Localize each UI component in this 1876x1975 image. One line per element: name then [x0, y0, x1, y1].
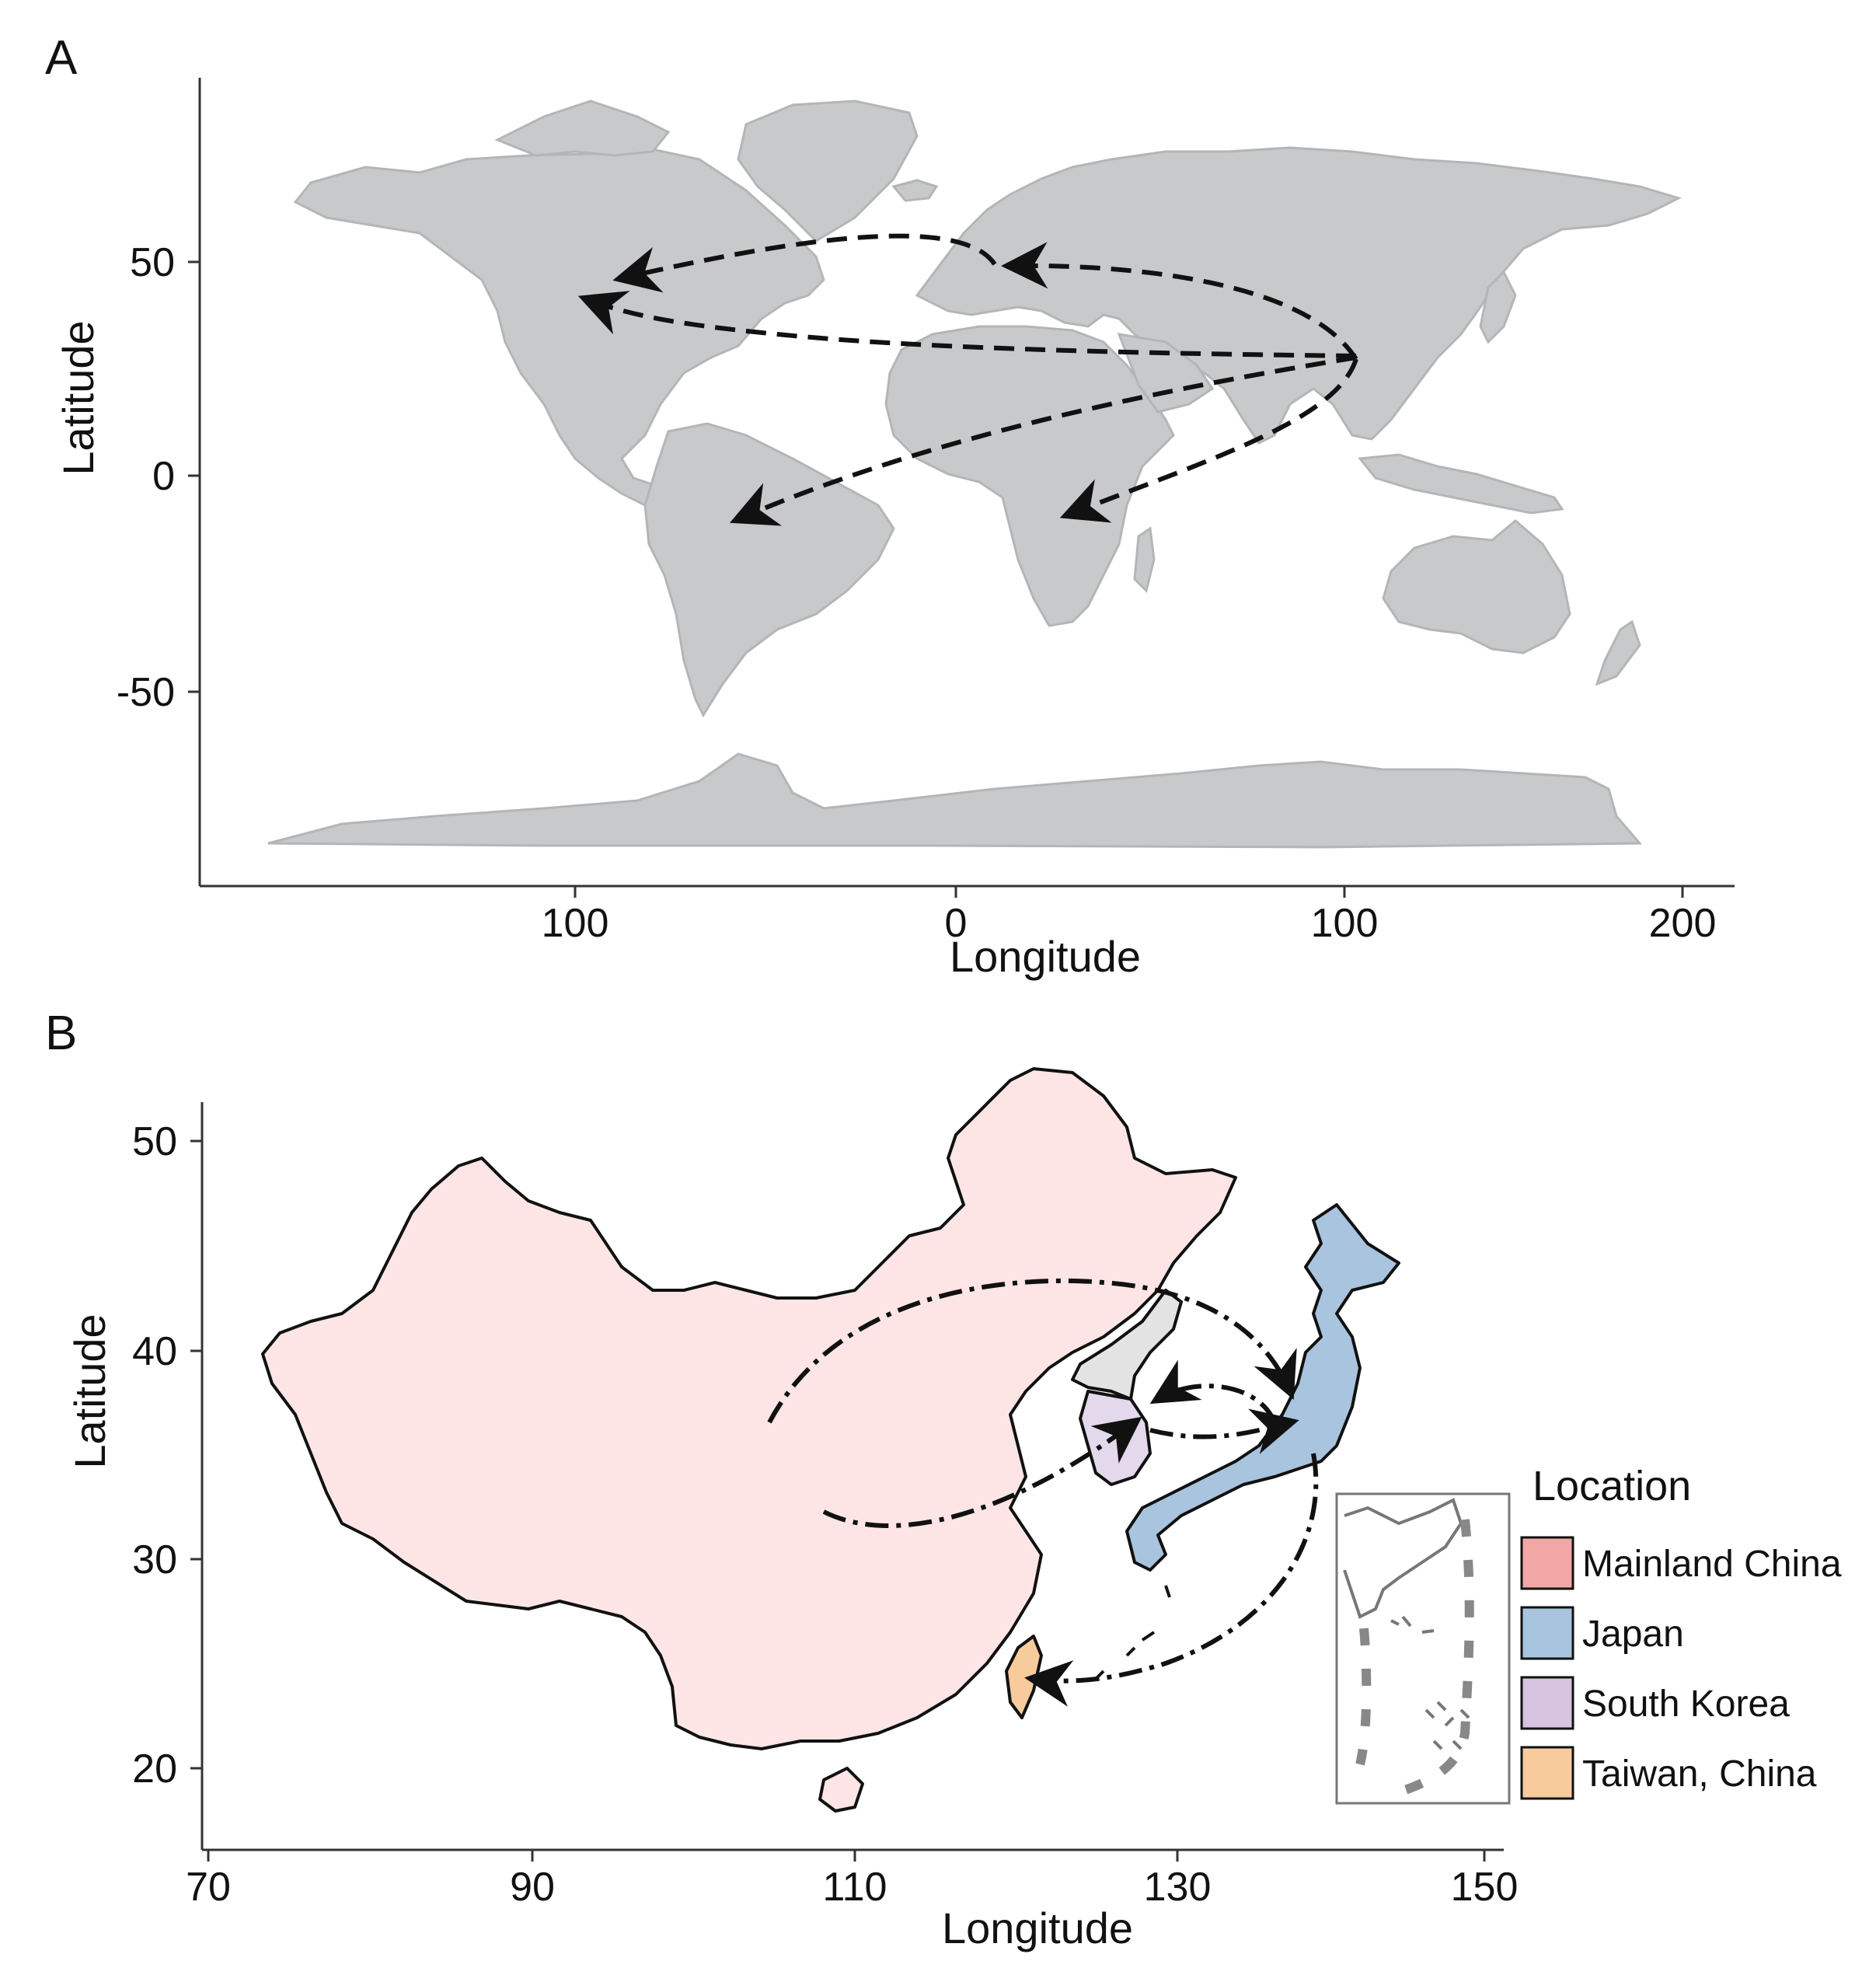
y-tick-label-b: 50 [132, 1119, 177, 1164]
eurasia-landmass [915, 146, 1682, 445]
legend-label: Taiwan, China [1582, 1753, 1817, 1795]
x-ticks-b [207, 1850, 1486, 1862]
route-japan-korea [1149, 1359, 1277, 1424]
ryukyu-islands [1094, 1585, 1171, 1680]
madagascar [1133, 526, 1156, 593]
routes-world [577, 233, 1358, 526]
southeast-asia-islands [1358, 453, 1564, 515]
legend-label: Mainland China [1582, 1544, 1842, 1585]
north-korea-region [1071, 1289, 1183, 1401]
antarctica [267, 752, 1643, 849]
legend-item: Japan [1520, 1606, 1684, 1660]
x-tick-label-b: 150 [1451, 1865, 1519, 1910]
australia [1382, 519, 1571, 654]
y-tick-label-a: 50 [130, 240, 175, 285]
axes-b [201, 1102, 1504, 1851]
x-axis-title-b: Longitude [942, 1903, 1133, 1952]
mainland-china-region [261, 1067, 1237, 1750]
route-korea-japan [1149, 1408, 1299, 1454]
y-tick-label-a: 0 [152, 454, 175, 499]
x-tick-label-a: 0 [945, 901, 968, 946]
inset-map [1335, 1492, 1511, 1805]
legend-swatch-south-korea [1520, 1676, 1574, 1730]
route-china-africa [1059, 358, 1358, 523]
x-tick-label-b: 90 [510, 1865, 555, 1910]
panel-a-letter: A [45, 31, 78, 85]
north-america-landmass [293, 146, 825, 507]
x-tick-label-a: 100 [1311, 901, 1379, 946]
y-tick-label-a: -50 [117, 670, 175, 715]
y-axis-title-b: Latitude [65, 1314, 114, 1468]
y-tick-label-b: 30 [132, 1537, 177, 1582]
x-tick-label-b: 110 [823, 1865, 887, 1910]
panel-b: B [45, 1007, 1842, 1952]
world-land [267, 99, 1682, 849]
route-mainland-japan-north [767, 1278, 1297, 1424]
panel-a: A [45, 31, 1735, 981]
new-zealand [1595, 619, 1641, 686]
legend-swatch-taiwan [1520, 1746, 1574, 1800]
legend-swatch-mainland-china [1520, 1536, 1574, 1590]
panel-b-letter: B [45, 1007, 77, 1060]
hainan-island [818, 1767, 864, 1813]
y-ticks-b [190, 1139, 202, 1770]
inset-dashed-boundary [1355, 1519, 1474, 1800]
x-tick-label-a: 200 [1649, 901, 1717, 946]
greenland [737, 99, 919, 243]
inset-islands [1390, 1615, 1470, 1750]
iceland [891, 179, 939, 202]
japan-islands-world [1479, 270, 1517, 344]
y-tick-label-b: 40 [132, 1329, 177, 1374]
x-axis-title-a: Longitude [950, 932, 1141, 981]
y-axis-title-a: Latitude [54, 320, 103, 475]
legend: Location Mainland China Japan South Kore… [1520, 1463, 1842, 1800]
legend-label: South Korea [1582, 1684, 1790, 1725]
legend-item: South Korea [1520, 1676, 1790, 1730]
africa-landmass [884, 325, 1175, 627]
x-tick-label-b: 70 [186, 1865, 231, 1910]
route-europe-north-america [612, 233, 997, 293]
axes-a [198, 78, 1735, 888]
route-mainland-korea [822, 1416, 1142, 1528]
route-japan-taiwan [1024, 1453, 1319, 1707]
arctic-islands [494, 99, 671, 157]
y-ticks-a [188, 260, 200, 693]
legend-swatch-japan [1520, 1606, 1574, 1660]
x-tick-label-a: 100 [542, 901, 609, 946]
legend-item: Mainland China [1520, 1536, 1842, 1590]
arabia [1117, 333, 1215, 413]
legend-label: Japan [1582, 1614, 1684, 1655]
y-tick-label-b: 20 [132, 1746, 177, 1792]
inset-coastline [1343, 1498, 1463, 1619]
route-china-north-america [577, 291, 1357, 358]
south-america-landmass [643, 422, 895, 718]
legend-title: Location [1533, 1463, 1691, 1509]
route-china-europe [1001, 242, 1358, 361]
east-asia-map [261, 1067, 1400, 1813]
routes-east-asia [767, 1278, 1319, 1707]
legend-item: Taiwan, China [1520, 1746, 1817, 1800]
japan-region [1125, 1203, 1400, 1572]
route-china-south-america [729, 355, 1357, 526]
x-tick-label-b: 130 [1144, 1865, 1212, 1910]
x-ticks-a [574, 886, 1684, 898]
